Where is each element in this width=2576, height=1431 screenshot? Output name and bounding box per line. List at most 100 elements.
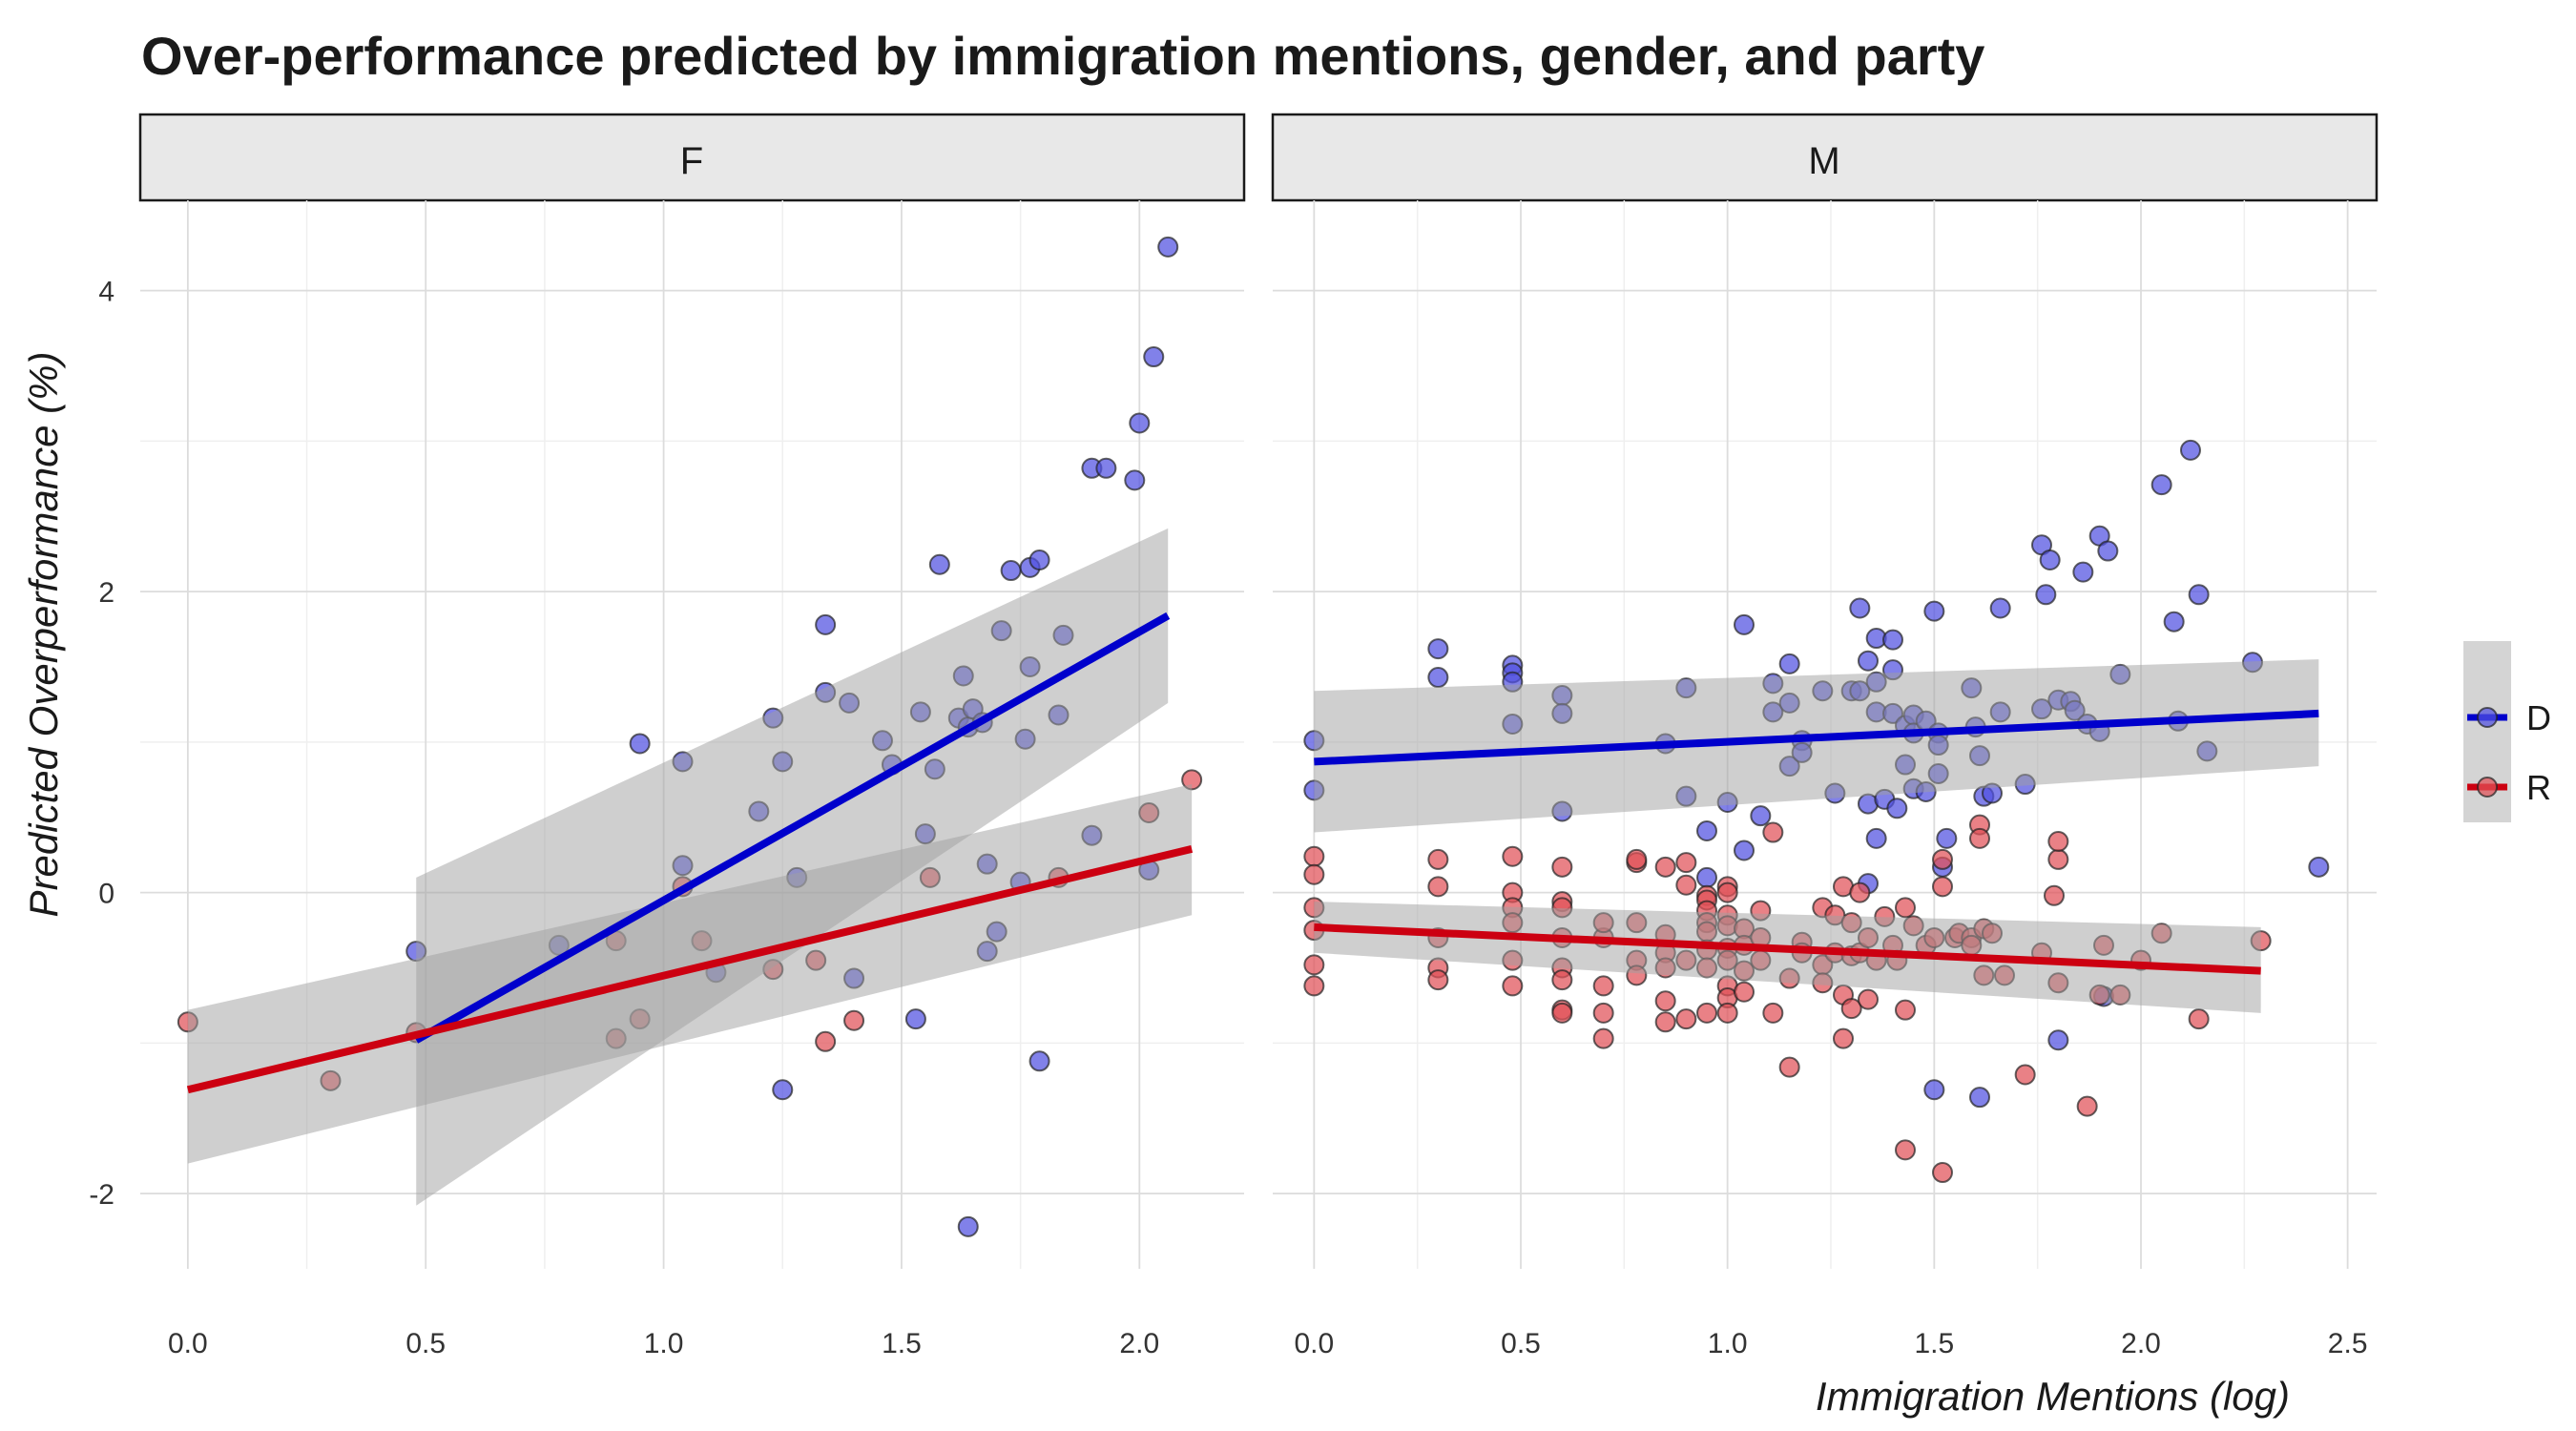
point-m-r: [2047, 848, 2069, 870]
facet-m: M 0.0 0.5 1.0 1.5 2.0 2.5: [1271, 113, 2379, 1359]
x-tick-label-f: 1.5: [882, 1328, 922, 1359]
fit-line-m-r: [1314, 923, 2261, 975]
point-m-r: [2076, 1095, 2098, 1117]
point-m-r: [1427, 969, 1449, 991]
point-f-r: [843, 1009, 865, 1031]
point-m-d: [1734, 840, 1755, 861]
point-m-r: [1654, 856, 1676, 878]
y-tick-label: 4: [98, 277, 114, 308]
x-tick-label-f: 0.5: [405, 1328, 446, 1359]
point-m-d: [1750, 805, 1772, 827]
point-m-r: [2014, 1064, 2036, 1086]
point-f-d: [815, 613, 837, 635]
point-m-d: [1969, 1087, 1990, 1109]
point-m-r: [1675, 874, 1697, 896]
legend-label-d: D: [2526, 698, 2551, 737]
point-f-d: [1095, 457, 1117, 479]
point-m-d: [1882, 629, 1903, 651]
point-m-d: [2072, 561, 2094, 583]
x-tick-label-m: 1.0: [1708, 1328, 1748, 1359]
point-m-r: [1654, 990, 1676, 1012]
point-m-r: [1675, 1008, 1697, 1030]
point-m-r: [1932, 848, 1953, 870]
point-m-d: [1849, 597, 1871, 619]
x-tick-label-m: 2.0: [2121, 1328, 2161, 1359]
point-m-r: [1762, 1002, 1784, 1024]
chart-title: Over-performance predicted by immigratio…: [141, 26, 1984, 86]
point-f-d: [904, 1008, 926, 1030]
point-m-d: [2180, 439, 2201, 461]
panel-f: 0.0 0.5 1.0 1.5 2.0: [140, 200, 1244, 1359]
x-tick-label-m: 2.5: [2328, 1328, 2368, 1359]
point-m-r: [1626, 848, 1648, 870]
point-f-d: [1028, 550, 1050, 571]
legend-item-d: D: [2467, 698, 2551, 737]
point-m-r: [1895, 999, 1916, 1021]
point-f-r: [815, 1030, 837, 1052]
y-axis: -2 0 2 4: [89, 277, 114, 1211]
x-tick-label-f: 1.0: [644, 1328, 684, 1359]
point-f-d: [1028, 1050, 1050, 1072]
confidence-band-f-r: [187, 784, 1193, 1164]
point-f-d: [1143, 346, 1165, 368]
point-f-d: [629, 733, 651, 755]
panel-m: 0.0 0.5 1.0 1.5 2.0 2.5: [1273, 200, 2377, 1359]
legend-point-d: [2477, 707, 2498, 728]
point-m-r: [1840, 998, 1862, 1020]
point-m-d: [2047, 1029, 2069, 1051]
y-axis-title: Predicted Overperformance (%): [21, 352, 66, 918]
point-m-r: [2047, 831, 2069, 852]
point-m-r: [1849, 881, 1871, 903]
x-tick-label-f: 2.0: [1119, 1328, 1159, 1359]
legend-item-r: R: [2467, 768, 2551, 807]
point-m-d: [1923, 600, 1945, 622]
point-m-d: [2188, 584, 2210, 606]
point-f-d: [928, 553, 950, 575]
point-m-r: [1675, 852, 1697, 874]
point-f-d: [1000, 560, 1022, 582]
point-m-d: [1989, 597, 2011, 619]
point-m-r: [1427, 876, 1449, 898]
point-m-d: [1427, 667, 1449, 689]
fit-line-f-r: [186, 844, 1194, 1094]
point-m-r: [1932, 1162, 1953, 1184]
fit-line-f-d: [414, 612, 1171, 1044]
point-m-r: [1303, 975, 1325, 997]
point-m-d: [1696, 819, 1717, 841]
point-m-d: [1865, 827, 1887, 849]
point-f-d: [1124, 469, 1146, 491]
point-m-r: [1932, 876, 1953, 898]
point-m-r: [1551, 969, 1573, 991]
legend-point-r: [2477, 777, 2498, 798]
point-m-r: [1502, 845, 1524, 867]
point-m-r: [1551, 1002, 1573, 1024]
point-m-d: [1427, 638, 1449, 660]
y-tick-label: 0: [98, 879, 114, 910]
x-tick-label-f: 0.0: [168, 1328, 208, 1359]
point-m-r: [1734, 981, 1755, 1003]
point-m-r: [1551, 856, 1573, 878]
point-m-r: [1303, 845, 1325, 867]
point-m-d: [1886, 798, 1908, 819]
point-m-r: [1592, 1027, 1614, 1049]
point-m-r: [1833, 1027, 1854, 1049]
point-f-d: [957, 1215, 979, 1237]
point-m-d: [1858, 650, 1879, 672]
point-m-r: [1427, 848, 1449, 870]
point-m-r: [1895, 897, 1916, 919]
point-m-r: [1303, 954, 1325, 976]
point-m-d: [1778, 653, 1800, 674]
point-m-r: [2044, 884, 2065, 906]
facet-label-f: F: [680, 140, 703, 182]
legend-label-r: R: [2526, 768, 2551, 807]
point-m-d: [1696, 866, 1717, 888]
point-m-d: [2097, 540, 2119, 562]
point-m-r: [1778, 1056, 1800, 1078]
point-m-r: [1592, 975, 1614, 997]
confidence-band-m-d: [1314, 659, 2319, 833]
point-m-d: [2035, 584, 2057, 606]
y-tick-label: -2: [89, 1179, 114, 1211]
point-m-r: [1716, 881, 1738, 903]
point-m-d: [1923, 1079, 1945, 1101]
